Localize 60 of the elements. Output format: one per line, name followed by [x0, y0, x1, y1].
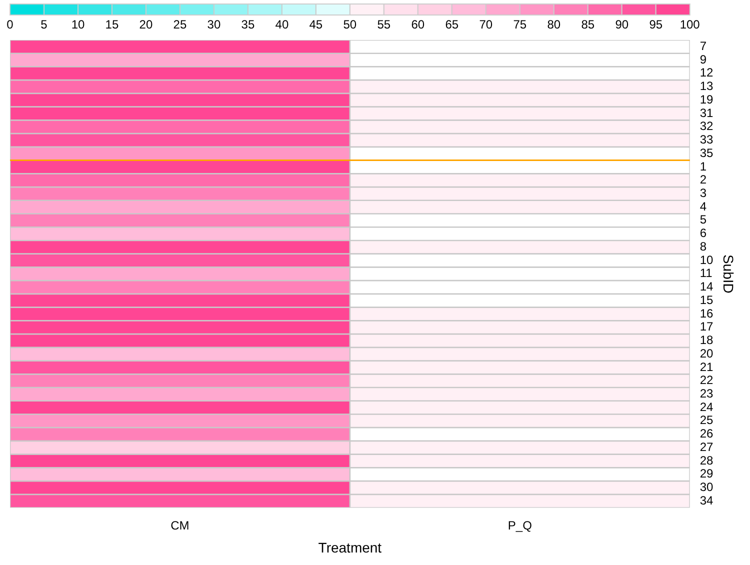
- color-bar-label: 95: [649, 17, 663, 32]
- color-bar-label: 35: [241, 17, 255, 32]
- y-tick-label: 28: [700, 453, 714, 468]
- y-tick-label: 22: [700, 373, 714, 388]
- y-tick-label: 30: [700, 480, 714, 494]
- x-axis-title: Treatment: [318, 539, 382, 556]
- y-tick-label: 21: [700, 360, 714, 374]
- color-bar-label: 80: [547, 17, 561, 32]
- color-bar-label: 50: [343, 17, 357, 32]
- color-bar-label: 30: [207, 17, 221, 32]
- y-tick-label: 20: [700, 346, 714, 360]
- y-axis-title: SubID: [720, 254, 737, 294]
- color-bar-label: 0: [6, 17, 14, 32]
- color-bar-label: 55: [377, 17, 391, 32]
- color-bar-label: 65: [445, 17, 459, 32]
- y-tick-label: 7: [700, 38, 707, 53]
- y-tick-label: 26: [700, 426, 714, 441]
- y-tick-label: 10: [700, 252, 714, 267]
- y-tick-label: 18: [700, 333, 714, 348]
- color-bar-label: 85: [581, 17, 595, 32]
- x-tick-label: CM: [170, 518, 190, 532]
- color-bar-label: 5: [40, 17, 48, 32]
- y-tick-label: 23: [700, 386, 714, 401]
- color-bar-label: 90: [615, 17, 629, 32]
- y-tick-label: 24: [700, 400, 714, 414]
- color-bar-label: 10: [71, 17, 85, 32]
- y-tick-label: 27: [700, 440, 714, 454]
- y-tick-label: 6: [700, 226, 707, 240]
- color-bar-label: 20: [139, 17, 153, 32]
- color-bar-label: 60: [411, 17, 425, 32]
- y-tick-label: 29: [700, 466, 714, 481]
- y-tick-label: 9: [700, 52, 707, 66]
- color-bar-label: 70: [479, 17, 493, 32]
- y-tick-label: 13: [700, 79, 714, 94]
- y-tick-label: 8: [700, 239, 707, 254]
- color-bar-label: 15: [105, 17, 119, 32]
- y-tick-label: 4: [700, 199, 707, 214]
- color-bar-label: 25: [173, 17, 187, 32]
- y-tick-label: 3: [700, 186, 707, 200]
- y-tick-label: 35: [700, 146, 714, 160]
- y-tick-label: 2: [700, 172, 707, 187]
- y-tick-label: 11: [700, 266, 713, 280]
- x-tick-label: P_Q: [508, 518, 532, 532]
- y-tick-label: 12: [700, 66, 714, 80]
- color-bar-label: 75: [513, 17, 527, 32]
- color-bar-label: 45: [309, 17, 323, 32]
- y-tick-label: 17: [700, 320, 714, 334]
- y-tick-label: 34: [700, 493, 714, 508]
- y-tick-label: 15: [700, 292, 714, 307]
- y-tick-label: 16: [700, 306, 714, 320]
- y-tick-label: 1: [700, 159, 707, 174]
- y-tick-label: 5: [700, 212, 707, 227]
- y-tick-label: 32: [700, 119, 714, 134]
- color-bar-label: 40: [275, 17, 289, 32]
- y-tick-label: 31: [700, 106, 714, 120]
- color-bar-label: 100: [680, 17, 700, 32]
- y-tick-label: 14: [700, 280, 714, 294]
- y-tick-label: 19: [700, 92, 714, 106]
- y-tick-label: 25: [700, 413, 714, 428]
- y-tick-label: 33: [700, 132, 714, 147]
